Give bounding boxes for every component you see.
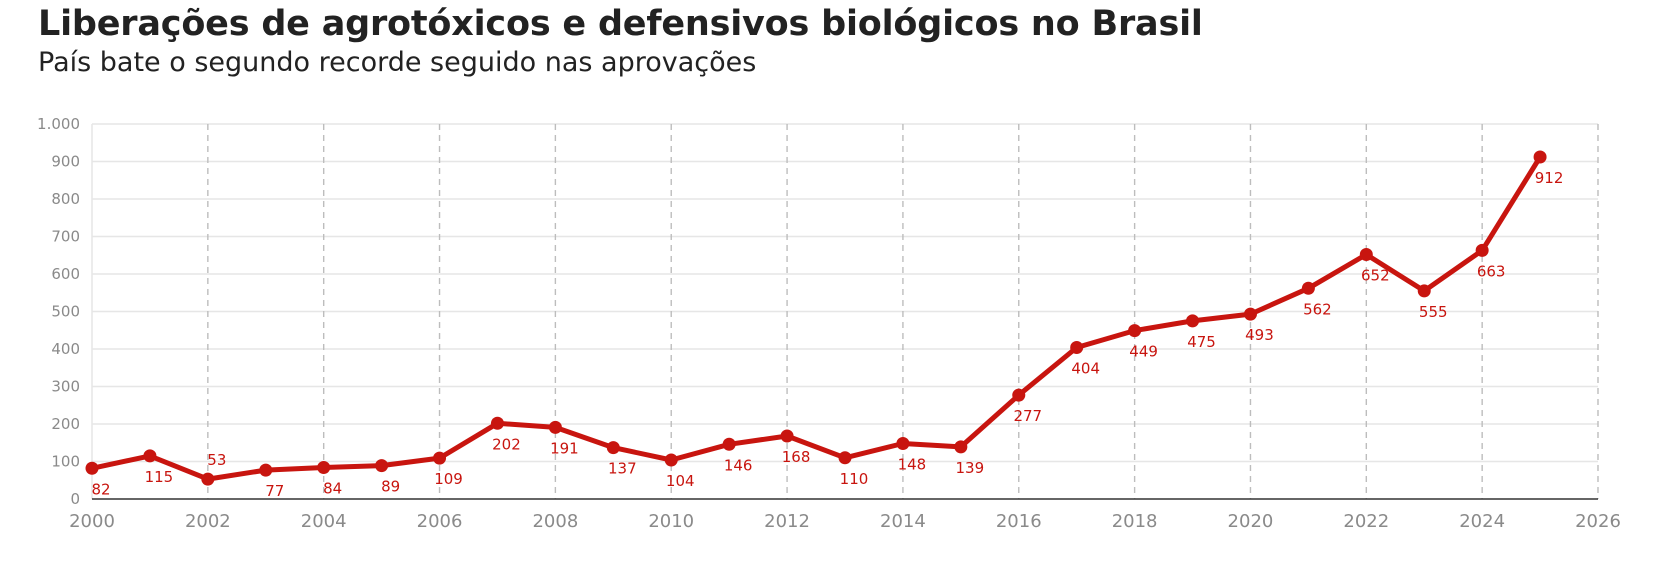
data-point xyxy=(490,416,504,430)
x-tick-label: 2000 xyxy=(69,511,115,532)
x-tick-label: 2024 xyxy=(1459,511,1505,532)
data-label: 475 xyxy=(1187,333,1216,351)
data-label: 146 xyxy=(724,456,753,474)
data-point xyxy=(896,437,910,450)
data-label: 652 xyxy=(1361,267,1390,285)
data-point xyxy=(1070,341,1084,354)
data-label: 663 xyxy=(1477,262,1506,280)
data-label: 555 xyxy=(1419,303,1448,321)
data-point xyxy=(1012,388,1026,402)
grid xyxy=(92,123,1599,499)
data-point xyxy=(317,461,331,474)
x-tick-label: 2016 xyxy=(996,511,1042,532)
data-label: 77 xyxy=(265,482,284,500)
data-point xyxy=(143,449,157,463)
y-tick-label: 800 xyxy=(51,190,80,208)
data-point xyxy=(1359,248,1373,261)
data-label: 562 xyxy=(1303,300,1332,318)
data-label: 493 xyxy=(1245,326,1274,344)
data-point xyxy=(1243,307,1257,321)
data-point xyxy=(259,463,273,477)
data-label: 139 xyxy=(956,459,985,477)
data-point xyxy=(548,420,562,434)
y-tick-label: 0 xyxy=(70,490,80,508)
x-tick-label: 2010 xyxy=(648,511,694,532)
data-point xyxy=(722,437,736,451)
data-point xyxy=(1128,324,1142,338)
data-point xyxy=(1475,243,1489,257)
data-label: 202 xyxy=(492,435,521,453)
x-tick-label: 2020 xyxy=(1228,511,1274,532)
x-tick-label: 2014 xyxy=(880,511,926,532)
y-tick-label: 100 xyxy=(51,453,80,471)
data-point xyxy=(780,429,794,443)
data-point xyxy=(664,453,678,467)
series-line xyxy=(89,154,1543,482)
y-tick-label: 900 xyxy=(51,153,80,171)
y-tick-label: 700 xyxy=(51,228,80,246)
y-tick-label: 200 xyxy=(51,415,80,433)
data-label: 84 xyxy=(323,480,342,498)
data-label: 115 xyxy=(145,468,174,486)
data-point xyxy=(1417,284,1431,298)
data-point xyxy=(606,441,620,455)
data-label: 110 xyxy=(840,470,869,488)
data-label: 53 xyxy=(207,451,226,469)
chart-subtitle: País bate o segundo recorde seguido nas … xyxy=(38,47,757,78)
data-point xyxy=(85,461,99,475)
data-point xyxy=(375,459,389,473)
y-tick-label: 500 xyxy=(51,303,80,321)
y-tick-label: 600 xyxy=(51,265,80,283)
series xyxy=(85,150,1547,486)
data-label: 137 xyxy=(608,460,637,478)
x-tick-label: 2006 xyxy=(417,511,463,532)
data-point xyxy=(1533,150,1547,164)
data-point xyxy=(201,472,215,486)
data-point xyxy=(433,451,447,465)
y-tick-label: 400 xyxy=(51,340,80,358)
data-label: 168 xyxy=(782,448,811,466)
data-label: 104 xyxy=(666,472,695,490)
data-label: 109 xyxy=(434,470,463,488)
data-point xyxy=(1301,281,1315,295)
data-label: 912 xyxy=(1535,169,1564,187)
data-label: 148 xyxy=(898,456,927,474)
data-point xyxy=(954,440,968,454)
x-tick-label: 2018 xyxy=(1112,511,1158,532)
data-label: 277 xyxy=(1013,407,1042,425)
data-label: 191 xyxy=(550,439,579,457)
x-tick-label: 2004 xyxy=(301,511,347,532)
y-tick-label: 1.000 xyxy=(37,115,80,133)
x-tick-label: 2022 xyxy=(1343,511,1389,532)
data-label: 449 xyxy=(1129,343,1158,361)
chart-title: Liberações de agrotóxicos e defensivos b… xyxy=(38,4,1203,44)
axes: 0 100 200 300 400 500 600 700 800 900 1.000 2000 200… xyxy=(37,115,1621,532)
data-label: 89 xyxy=(381,478,400,496)
x-tick-label: 2012 xyxy=(764,511,810,532)
data-label: 82 xyxy=(91,480,110,498)
data-point xyxy=(1186,314,1200,328)
y-tick-label: 300 xyxy=(51,378,80,396)
data-point xyxy=(838,451,852,465)
data-label: 404 xyxy=(1071,360,1100,378)
x-tick-label: 2008 xyxy=(532,511,578,532)
x-tick-label: 2002 xyxy=(185,511,231,532)
x-tick-label: 2026 xyxy=(1575,511,1621,532)
data-labels: 82 115 53 77 84 89 109 202 191 137 104 146 168 110 148… xyxy=(91,169,1563,500)
